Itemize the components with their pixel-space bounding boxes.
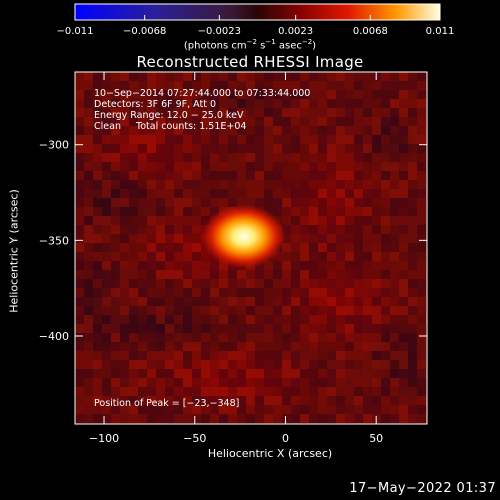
observation-info: 10−Sep−2014 07:27:44.000 to 07:33:44.000…: [94, 88, 310, 132]
y-tick-label: −300: [39, 139, 69, 152]
colorbar-tick-label: −0.0068: [123, 26, 166, 37]
colorbar-tick-label: −0.0023: [198, 26, 241, 37]
y-axis-label: Heliocentric Y (arcsec): [7, 189, 21, 313]
x-tick-label: −100: [89, 432, 119, 445]
info-energy-range: Energy Range: 12.0 − 25.0 keV: [94, 110, 244, 121]
info-clean-counts: Clean Total counts: 1.51E+04: [94, 121, 247, 132]
plot-frame: [74, 71, 428, 425]
x-tick-label: 0: [282, 432, 289, 445]
info-detectors: Detectors: 3F 6F 9F, Att 0: [94, 99, 217, 110]
timestamp-footer: 17−May−2022 01:37: [349, 481, 496, 496]
colorbar-tick-label: 0.0068: [353, 26, 388, 37]
colorbar-unit: (photons cm−2 s−1 asec−2): [183, 38, 317, 52]
colorbar-ticks: −0.011 −0.0068 −0.0023 0.0023 0.0068 0.011: [56, 15, 454, 37]
peak-position-label: Position of Peak = [−23,−348]: [94, 398, 240, 409]
colorbar: [75, 4, 440, 20]
y-tick-label: −350: [39, 234, 69, 247]
colorbar-tick-label: −0.011: [56, 26, 93, 37]
info-time-range: 10−Sep−2014 07:27:44.000 to 07:33:44.000: [94, 88, 311, 99]
x-axis-label: Heliocentric X (arcsec): [207, 447, 333, 460]
peak-source: [201, 204, 286, 269]
colorbar-frame: [74, 3, 441, 21]
colorbar-tick-label: 0.011: [426, 26, 455, 37]
colorbar-tick-label: 0.0023: [278, 26, 313, 37]
y-tick-label: −400: [39, 330, 69, 343]
heatmap-image: [75, 72, 427, 424]
x-axis-ticks: −100 −50 0 50: [89, 72, 383, 445]
y-axis-ticks: −300 −350 −400: [39, 139, 427, 343]
chart-title: Reconstructed RHESSI Image: [136, 53, 364, 71]
x-tick-label: 50: [369, 432, 383, 445]
x-tick-label: −50: [183, 432, 206, 445]
